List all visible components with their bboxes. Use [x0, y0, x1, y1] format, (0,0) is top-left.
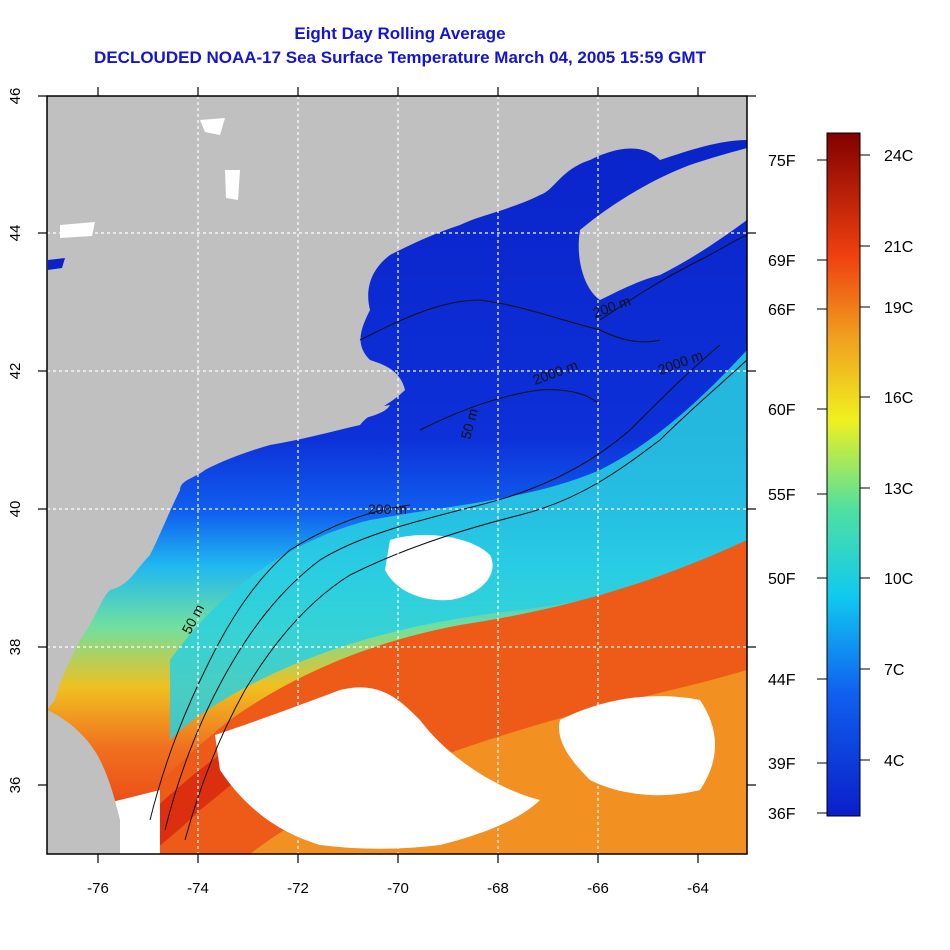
y-tick-label: 36 [7, 777, 24, 794]
colorbar-f-label: 60F [768, 402, 796, 419]
colorbar-c-label: 10C [884, 571, 913, 588]
snow-inland [200, 118, 225, 135]
grid-lines [47, 96, 747, 854]
colorbar-f-label: 75F [768, 153, 796, 170]
map-title: Eight Day Rolling Average [294, 24, 506, 43]
colorbar-c-label: 7C [884, 662, 904, 679]
y-tick-label: 46 [7, 88, 24, 105]
colorbar-f-label: 39F [768, 756, 796, 773]
colorbar-f-label: 44F [768, 672, 796, 689]
y-axis-ticks [38, 95, 756, 786]
snow-inland [225, 170, 240, 200]
x-tick-label: -68 [487, 880, 509, 897]
y-tick-label: 44 [7, 225, 24, 242]
contour-label: 200 m [368, 501, 407, 517]
colorbar-c-label: 19C [884, 300, 913, 317]
colorbar: 75F 69F 66F 60F 55F 50F 44F 39F 36F 24C … [768, 132, 913, 823]
colorbar-f-label: 66F [768, 302, 796, 319]
colorbar-f-label: 50F [768, 571, 796, 588]
colorbar-gradient [826, 132, 861, 817]
y-tick-label: 38 [7, 639, 24, 656]
land-north-america [47, 96, 747, 710]
contour-georges-bank [419, 389, 601, 431]
x-tick-label: -70 [387, 880, 409, 897]
x-tick-label: -74 [187, 880, 209, 897]
colorbar-c-label: 24C [884, 148, 913, 165]
colorbar-f-label: 55F [768, 487, 796, 504]
colorbar-c-label: 13C [884, 481, 913, 498]
contour-gulf-maine [359, 299, 661, 343]
land-long-island [300, 405, 390, 427]
x-tick-label: -76 [87, 880, 109, 897]
snow-inland [60, 222, 95, 238]
x-tick-label: -66 [587, 880, 609, 897]
y-tick-label: 40 [7, 501, 24, 518]
colorbar-f-label: 36F [768, 806, 796, 823]
map-frame [46, 95, 748, 855]
y-tick-label: 42 [7, 363, 24, 380]
inland-lake [48, 258, 65, 270]
colorbar-f-label: 69F [768, 253, 796, 270]
contour-2000m [184, 359, 747, 841]
x-axis-labels: -76 -74 -72 -70 -68 -66 -64 [87, 880, 709, 897]
contour-50m [149, 504, 411, 821]
colorbar-f-ticks [817, 159, 827, 814]
x-tick-label: -64 [687, 880, 709, 897]
x-axis-ticks [97, 87, 699, 863]
land-nova-scotia [578, 148, 747, 300]
land-chesapeake [47, 710, 120, 854]
cloud-gap [215, 687, 540, 849]
colorbar-c-ticks [860, 154, 870, 761]
map-subtitle: DECLOUDED NOAA-17 Sea Surface Temperatur… [94, 48, 706, 67]
contour-200m [164, 344, 721, 831]
contour-lines [149, 234, 747, 841]
colorbar-c-label: 16C [884, 390, 913, 407]
cloud-gap [385, 535, 493, 601]
contour-nova-scotia-shelf [599, 234, 747, 321]
contour-label: 50 m [457, 407, 481, 441]
y-axis-labels: 36 38 40 42 44 46 [7, 88, 24, 794]
colorbar-c-label: 21C [884, 239, 913, 256]
x-tick-label: -72 [287, 880, 309, 897]
colorbar-c-label: 4C [884, 753, 904, 770]
